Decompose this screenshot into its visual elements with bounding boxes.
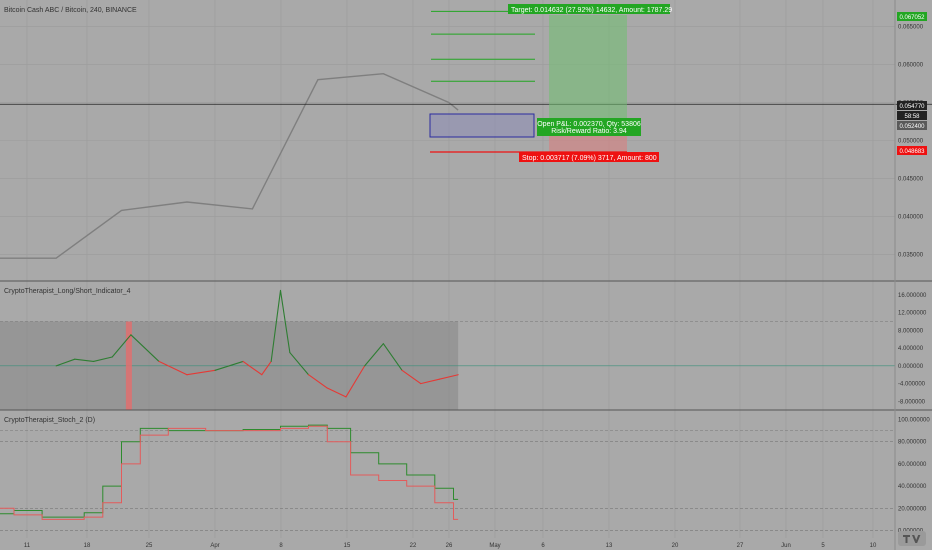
oscillator-tick-label: -8.000000 <box>898 399 926 405</box>
oscillator-segment[interactable] <box>307 374 328 389</box>
entry-price-text: 0.052400 <box>899 124 925 130</box>
oscillator-segment[interactable] <box>261 360 272 376</box>
oscillator-segment[interactable] <box>420 378 441 385</box>
oscillator-segment[interactable] <box>242 360 263 376</box>
x-tick-label: Jun <box>781 543 791 549</box>
stop-price-text: 0.048683 <box>899 149 925 155</box>
stop-label-box <box>519 152 659 162</box>
x-tick-label: 15 <box>344 543 351 549</box>
price-tick-label: 0.035000 <box>898 252 924 258</box>
oscillator-segment[interactable] <box>186 369 216 376</box>
oscillator-tick-label: 8.000000 <box>898 328 924 334</box>
tradingview-logo-icon[interactable] <box>898 531 926 546</box>
stop-price-badge <box>897 146 927 155</box>
oscillator-title: CryptoTherapist_Long/Short_Indicator_4 <box>4 288 131 295</box>
price-tick-label: 0.045000 <box>898 176 924 182</box>
current-price-text: 0.054770 <box>899 104 925 110</box>
oscillator-segment[interactable] <box>270 289 282 362</box>
target-label: Target: 0.014632 (27.92%) 14632, Amount:… <box>511 7 672 14</box>
entry-price-badge <box>897 121 927 130</box>
oscillator-segment[interactable] <box>92 356 113 362</box>
oscillator-segment[interactable] <box>55 358 76 367</box>
oscillator-tick-label: 12.000000 <box>898 311 927 317</box>
x-tick-label: 11 <box>24 543 31 549</box>
x-tick-label: 10 <box>870 543 877 549</box>
oscillator-segment[interactable] <box>401 369 422 385</box>
x-tick-label: 13 <box>606 543 613 549</box>
stop-zone[interactable] <box>549 136 627 152</box>
countdown-badge <box>897 111 927 120</box>
price-series[interactable] <box>0 72 459 259</box>
x-tick-label: 8 <box>279 543 283 549</box>
current-price-badge <box>897 101 927 110</box>
pnl-label: Open P&L: 0.002370, Qty: 53806 <box>537 121 641 128</box>
price-pane[interactable] <box>0 10 932 259</box>
oscillator-segment[interactable] <box>289 351 310 376</box>
x-tick-label: 6 <box>541 543 545 549</box>
x-tick-label: 5 <box>821 543 825 549</box>
x-tick-label: 20 <box>672 543 679 549</box>
x-tick-label: Apr <box>210 543 219 549</box>
pnl-label-box <box>537 118 641 136</box>
oscillator-segment[interactable] <box>158 360 188 376</box>
chart-title: Bitcoin Cash ABC / Bitcoin, 240, BINANCE <box>4 7 137 14</box>
oscillator-tick-label: 16.000000 <box>898 293 927 299</box>
stoch-tick-label: 80.000000 <box>898 440 927 446</box>
stoch-tick-label: 60.000000 <box>898 462 927 468</box>
x-tick-label: 18 <box>84 543 91 549</box>
x-tick-label: 27 <box>737 543 744 549</box>
stoch-tick-label: 20.000000 <box>898 506 927 512</box>
price-tick-label: 0.040000 <box>898 214 924 220</box>
countdown-text: 58:58 <box>904 114 920 120</box>
oscillator-segment[interactable] <box>345 365 366 398</box>
target-zone[interactable] <box>549 15 627 136</box>
x-tick-label: 26 <box>446 543 453 549</box>
oscillator-segment[interactable] <box>214 360 244 371</box>
oscillator-segment[interactable] <box>382 343 403 371</box>
signal-bar <box>125 321 132 411</box>
target-price-text: 0.067052 <box>899 15 925 21</box>
oscillator-tick-label: 4.000000 <box>898 346 924 352</box>
entry-box[interactable] <box>429 113 535 138</box>
stoch-series-2[interactable] <box>0 425 459 520</box>
oscillator-segment[interactable] <box>74 358 95 362</box>
oscillator-segment[interactable] <box>438 374 459 380</box>
stoch-tick-label: 100.000000 <box>898 418 930 424</box>
x-tick-label: May <box>489 543 500 549</box>
price-tick-label: 0.060000 <box>898 63 924 69</box>
oscillator-segment[interactable] <box>326 387 347 398</box>
stoch-title: CryptoTherapist_Stoch_2 (D) <box>4 417 95 424</box>
oscillator-tick-label: -4.000000 <box>898 382 926 388</box>
stoch-pane[interactable] <box>0 424 895 531</box>
stoch-tick-label: 40.000000 <box>898 484 927 490</box>
oscillator-segment[interactable] <box>111 334 132 358</box>
x-tick-label: 22 <box>410 543 417 549</box>
stop-label: Stop: 0.003717 (7.09%) 3717, Amount: 800 <box>522 155 657 162</box>
oscillator-tick-label: 0.000000 <box>898 364 924 370</box>
oscillator-segment[interactable] <box>130 334 160 362</box>
target-label-box <box>508 4 670 14</box>
target-price-badge <box>897 12 927 21</box>
risk-reward-label: Risk/Reward Ratio: 3.94 <box>551 128 627 135</box>
oscillator-segment[interactable] <box>364 343 384 367</box>
oscillator-pane[interactable] <box>0 289 895 411</box>
price-tick-label: 0.050000 <box>898 139 924 145</box>
price-tick-label: 0.065000 <box>898 25 924 31</box>
oscillator-segment[interactable] <box>279 289 291 354</box>
x-tick-label: 25 <box>146 543 153 549</box>
